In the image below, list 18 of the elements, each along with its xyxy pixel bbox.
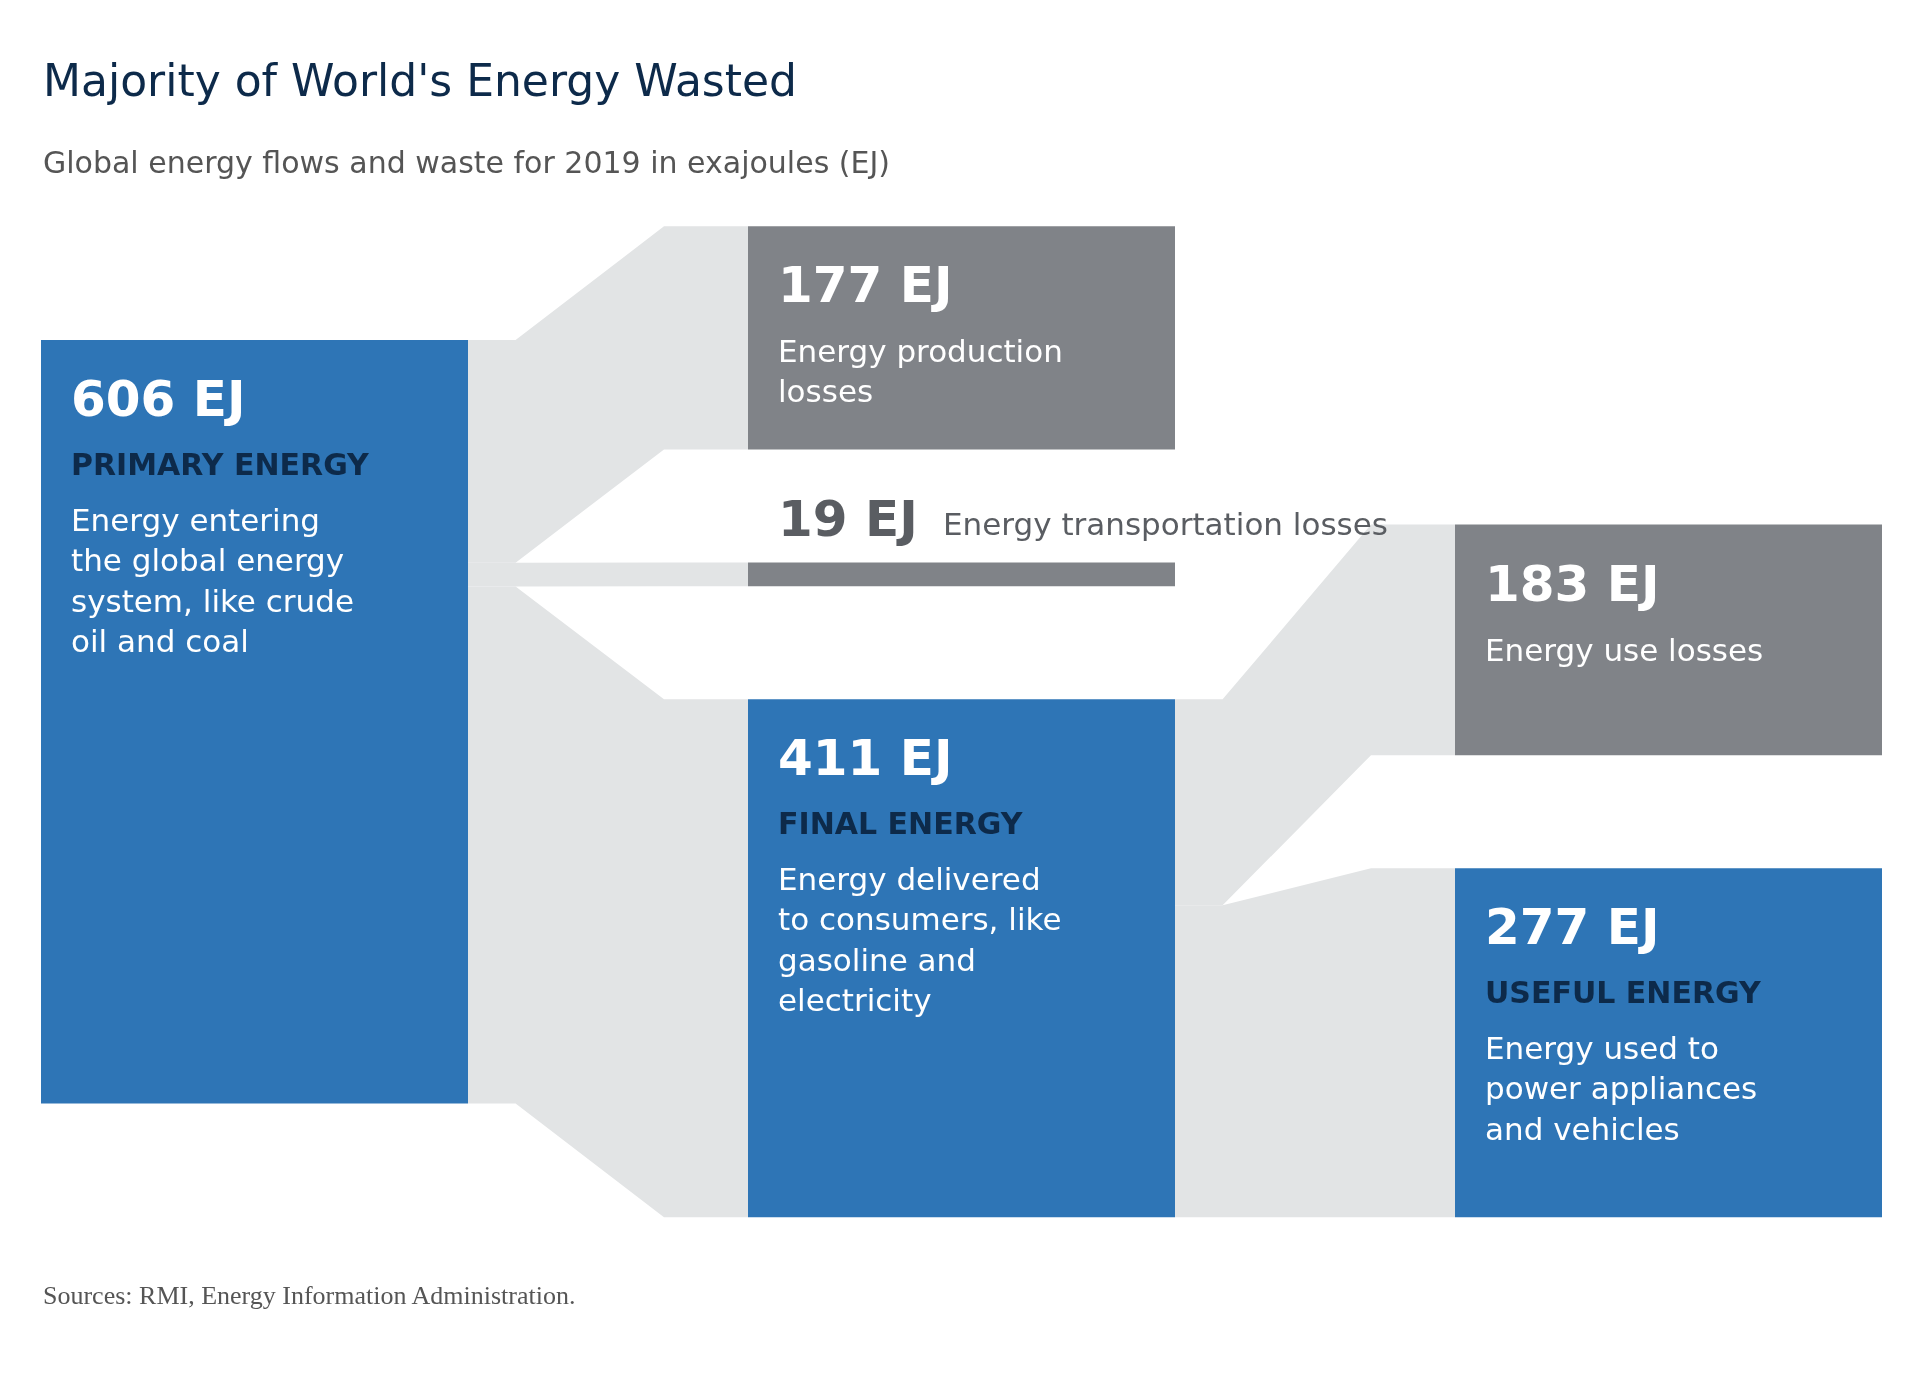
category-label: PRIMARY ENERGY <box>71 447 371 482</box>
category-label: FINAL ENERGY <box>778 806 1024 841</box>
source-note: Sources: RMI, Energy Information Administration. <box>43 1281 576 1310</box>
data-label: 19 EJ <box>778 490 918 548</box>
text: Energy entering the global energy system, like crude oil and coal <box>71 502 354 659</box>
text: Energy delivered to consumers, like gasoline and electricity <box>778 861 1062 1018</box>
data-label: 411 EJ <box>778 729 953 787</box>
data-label: 277 EJ <box>1485 898 1660 956</box>
category-label: USEFUL ENERGY <box>1485 975 1763 1010</box>
category-label: Energy production losses <box>778 333 1063 410</box>
data-label: 177 EJ <box>778 256 953 314</box>
text: Energy used to power appliances and vehicles <box>1485 1030 1758 1147</box>
category-label: Energy transportation losses <box>943 506 1388 542</box>
text: Global energy flows and waste for 2019 in exajoules (EJ) <box>43 145 891 180</box>
text: Majority of World's Energy Wasted <box>43 55 798 106</box>
category-label: Energy use losses <box>1485 632 1764 668</box>
data-label: 606 EJ <box>71 370 246 428</box>
data-label: 183 EJ <box>1485 555 1660 613</box>
